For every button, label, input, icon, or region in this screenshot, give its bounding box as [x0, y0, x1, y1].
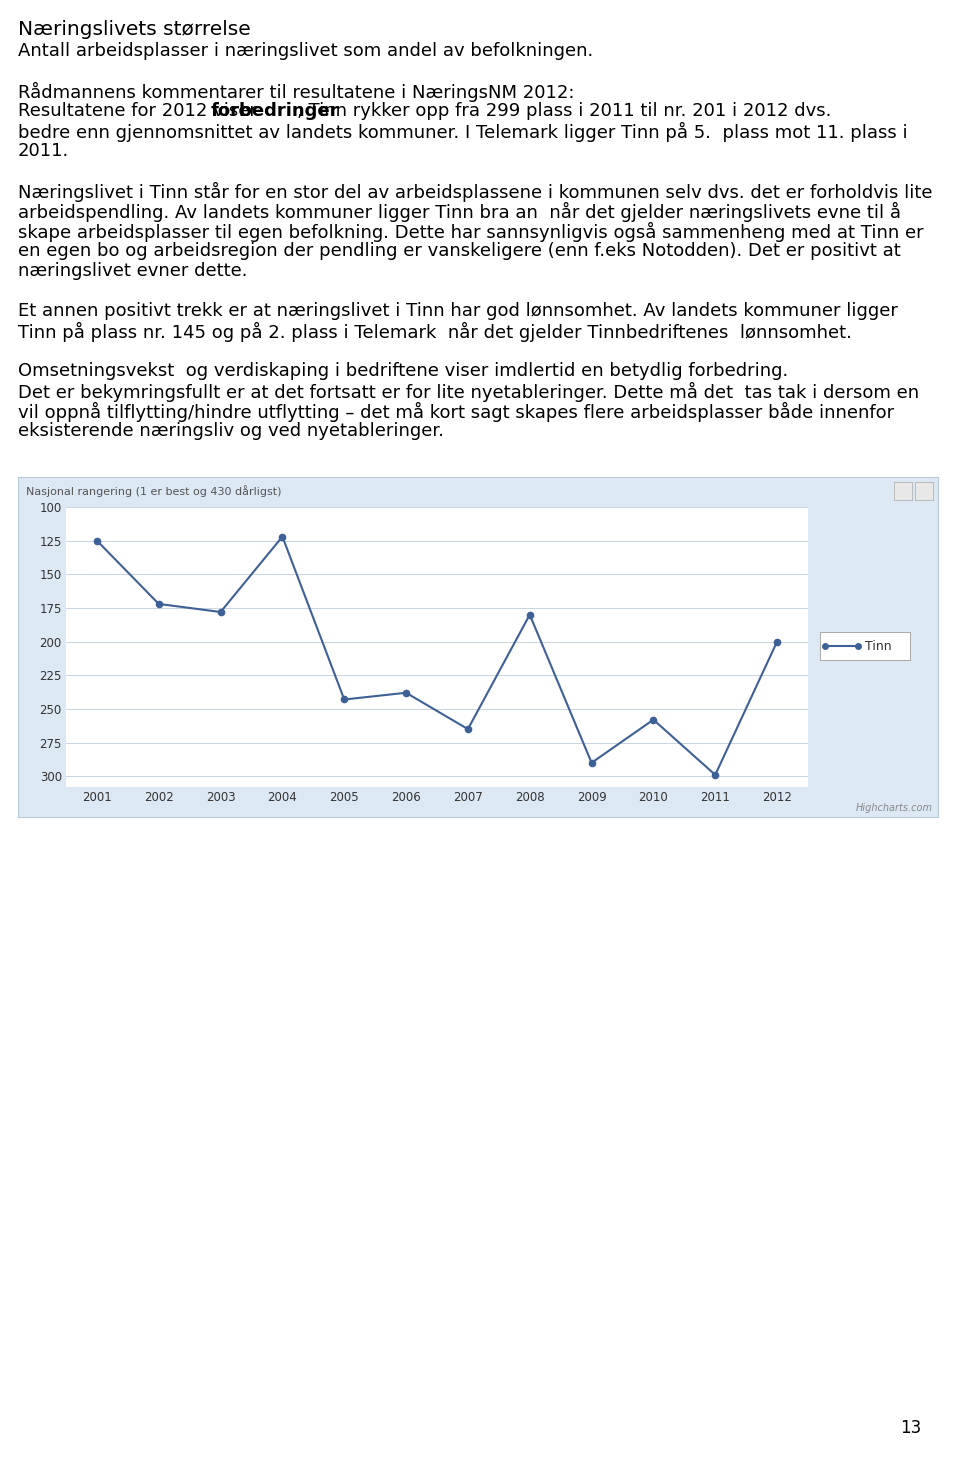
- Text: Tinn: Tinn: [865, 639, 892, 653]
- Text: Resultatene for 2012 viser: Resultatene for 2012 viser: [18, 102, 263, 120]
- Text: Rådmannens kommentarer til resultatene i NæringsNM 2012:: Rådmannens kommentarer til resultatene i…: [18, 82, 574, 102]
- Text: bedre enn gjennomsnittet av landets kommuner. I Telemark ligger Tinn på 5.  plas: bedre enn gjennomsnittet av landets komm…: [18, 123, 907, 142]
- Text: arbeidspendling. Av landets kommuner ligger Tinn bra an  når det gjelder nærings: arbeidspendling. Av landets kommuner lig…: [18, 201, 901, 222]
- Text: forbedringer: forbedringer: [211, 102, 340, 120]
- Text: 13: 13: [900, 1419, 922, 1437]
- Text: Et annen positivt trekk er at næringslivet i Tinn har god lønnsomhet. Av landets: Et annen positivt trekk er at næringsliv…: [18, 302, 898, 320]
- Text: skape arbeidsplasser til egen befolkning. Dette har sannsynligvis også sammenhen: skape arbeidsplasser til egen befolkning…: [18, 222, 924, 242]
- Text: Næringslivets størrelse: Næringslivets størrelse: [18, 20, 251, 39]
- Text: Antall arbeidsplasser i næringslivet som andel av befolkningen.: Antall arbeidsplasser i næringslivet som…: [18, 42, 593, 60]
- Text: , Tinn rykker opp fra 299 plass i 2011 til nr. 201 i 2012 dvs.: , Tinn rykker opp fra 299 plass i 2011 t…: [297, 102, 831, 120]
- Text: vil oppnå tilflytting/hindre utflytting – det må kort sagt skapes flere arbeidsp: vil oppnå tilflytting/hindre utflytting …: [18, 402, 894, 422]
- Text: 2011.: 2011.: [18, 142, 69, 161]
- Text: næringslivet evner dette.: næringslivet evner dette.: [18, 261, 248, 280]
- Text: Tinn på plass nr. 145 og på 2. plass i Telemark  når det gjelder Tinnbedriftenes: Tinn på plass nr. 145 og på 2. plass i T…: [18, 323, 852, 342]
- Text: Næringslivet i Tinn står for en stor del av arbeidsplassene i kommunen selv dvs.: Næringslivet i Tinn står for en stor del…: [18, 182, 932, 201]
- Text: Det er bekymringsfullt er at det fortsatt er for lite nyetableringer. Dette må d: Det er bekymringsfullt er at det fortsat…: [18, 383, 919, 402]
- Text: en egen bo og arbeidsregion der pendling er vanskeligere (enn f.eks Notodden). D: en egen bo og arbeidsregion der pendling…: [18, 242, 900, 260]
- Text: Highcharts.com: Highcharts.com: [856, 803, 933, 813]
- Text: Nasjonal rangering (1 er best og 430 dårligst): Nasjonal rangering (1 er best og 430 dår…: [26, 485, 281, 496]
- Text: Omsetningsvekst  og verdiskaping i bedriftene viser imdlertid en betydlig forbed: Omsetningsvekst og verdiskaping i bedrif…: [18, 362, 788, 380]
- Text: eksisterende næringsliv og ved nyetableringer.: eksisterende næringsliv og ved nyetabler…: [18, 422, 444, 439]
